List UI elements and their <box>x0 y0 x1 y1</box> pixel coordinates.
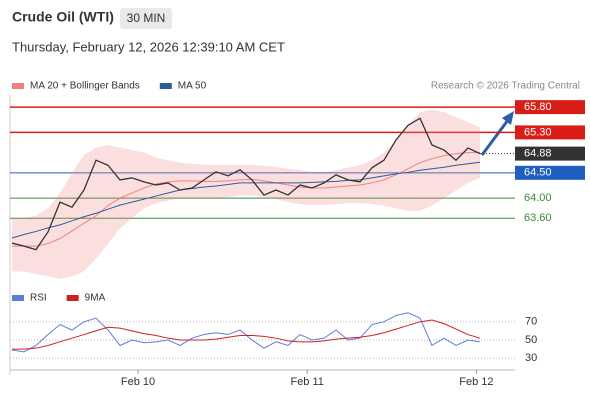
price-line <box>11 117 481 251</box>
series-line <box>11 312 481 353</box>
legend-swatch <box>66 295 79 301</box>
legend-swatch <box>159 83 172 89</box>
credit: Research © 2026 Trading Central <box>431 81 580 92</box>
level-label: 63.60 <box>524 212 552 224</box>
legend-label: 9MA <box>85 293 106 304</box>
y-tick-label: 50 <box>525 334 537 346</box>
x-tick-label: Feb 11 <box>290 376 323 388</box>
series-line <box>12 319 481 350</box>
level-box <box>515 100 585 115</box>
level-label: 64.50 <box>524 167 552 179</box>
level-label: 65.30 <box>524 126 552 138</box>
legend-label: RSI <box>30 293 47 304</box>
legend-swatch <box>12 83 24 89</box>
subtitle: Thursday, February 12, 2026 12:39:10 AM … <box>12 39 285 54</box>
y-tick-label: 30 <box>525 352 537 364</box>
level-box <box>515 146 585 161</box>
legend-label: MA 50 <box>178 81 207 92</box>
forecast-arrowhead <box>502 111 514 125</box>
legend-label: MA 20 + Bollinger Bands <box>30 81 140 92</box>
timeframe: 30 MIN <box>127 11 166 25</box>
level-label: 65.80 <box>524 101 552 113</box>
x-tick-label: Feb 10 <box>121 376 155 388</box>
timeframe-badge <box>120 8 172 29</box>
series-line <box>11 161 481 239</box>
chart-title: Crude Oil (WTI) <box>12 9 114 25</box>
forecast-arrow <box>480 119 510 156</box>
y-tick-label: 70 <box>525 316 537 328</box>
level-box <box>515 165 585 180</box>
x-tick-label: Feb 12 <box>459 376 493 388</box>
level-box <box>515 125 585 140</box>
level-label: 64.00 <box>524 192 552 204</box>
legend-swatch <box>12 295 24 301</box>
level-label: 64.88 <box>524 148 552 160</box>
series-line <box>12 152 480 247</box>
bollinger-band <box>12 109 480 279</box>
